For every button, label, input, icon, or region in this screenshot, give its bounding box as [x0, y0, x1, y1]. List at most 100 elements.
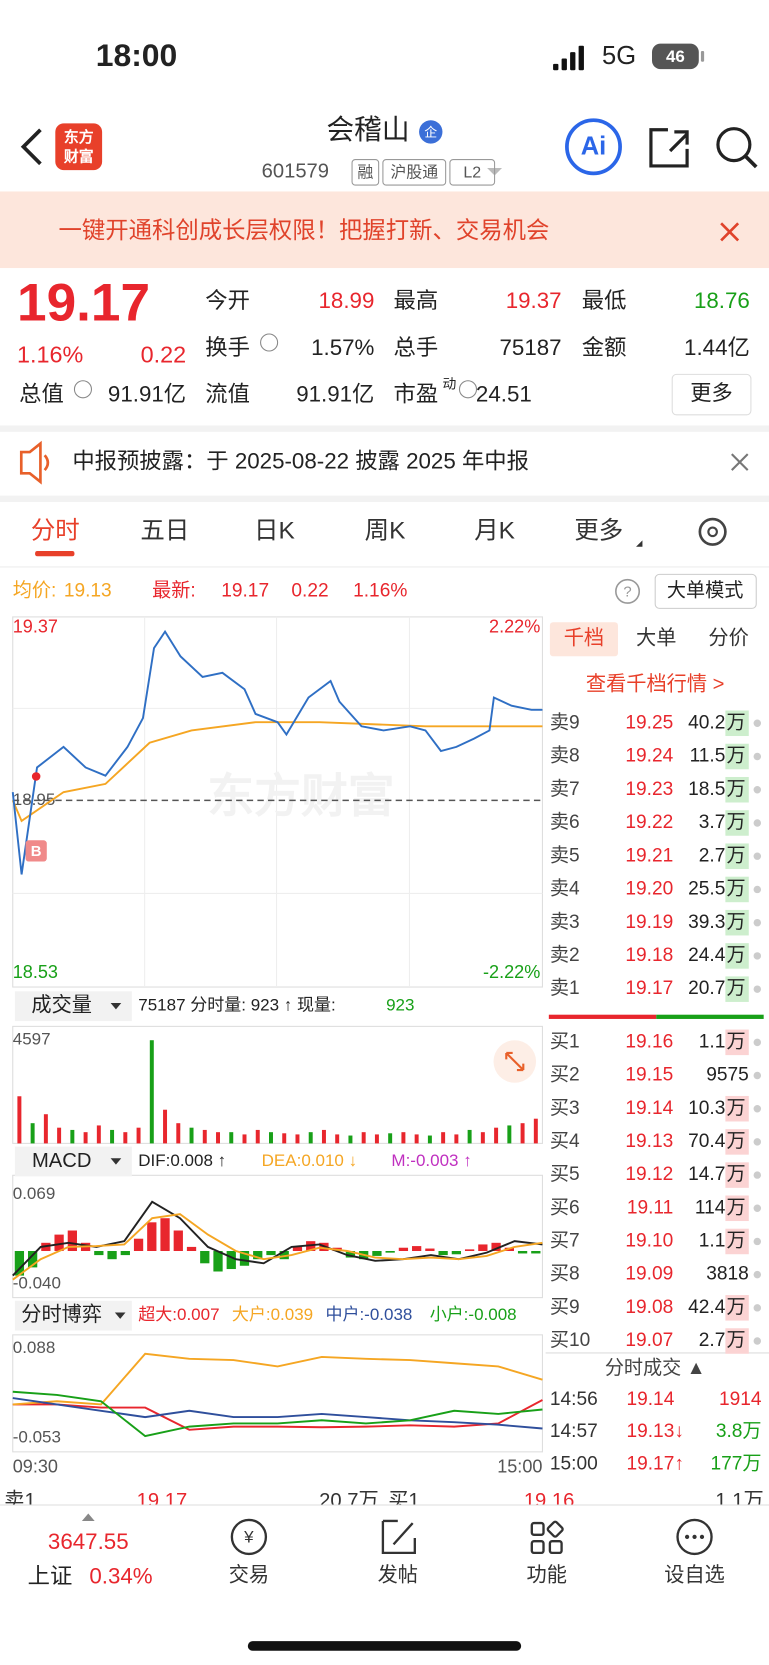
book-unit: 万 [726, 879, 745, 900]
volume-bar [110, 1129, 115, 1144]
volume-bar [295, 1134, 300, 1144]
book-price: 19.07 [625, 1330, 673, 1351]
nav-item[interactable]: 功能 [527, 1564, 567, 1587]
avg-value: 19.13 [64, 580, 112, 601]
buy-marker [25, 840, 47, 862]
volume-select[interactable] [14, 991, 132, 1022]
banner[interactable] [0, 191, 769, 269]
macd-bar [213, 1251, 223, 1272]
macd-bar [531, 1251, 541, 1254]
volume-highlight [725, 1029, 749, 1056]
book-dot [753, 918, 762, 927]
legend-entry: 小户:-0.008 [430, 1305, 517, 1324]
macd-bar [226, 1251, 236, 1270]
volume-bar [229, 1132, 234, 1144]
volume-bar [414, 1134, 419, 1144]
game-label: 分时博弈 [21, 1303, 102, 1326]
banner-close[interactable] [720, 222, 740, 242]
macd-bar [253, 1251, 263, 1260]
book-dot [753, 885, 762, 894]
book-unit: 万 [726, 845, 745, 866]
home-indicator [247, 1641, 522, 1651]
book-unit: 万 [726, 1330, 745, 1351]
tag: L2 [463, 165, 481, 182]
book-volume: 24.4 [688, 945, 726, 966]
book-label: 买6 [550, 1197, 580, 1218]
field-value: 24.51 [476, 382, 532, 407]
volume-bar [308, 1132, 313, 1144]
volume-bar [361, 1132, 366, 1144]
book-unit: 万 [726, 978, 745, 999]
notice-close[interactable] [731, 453, 749, 471]
book-price: 19.10 [625, 1231, 673, 1252]
macd-bar [412, 1246, 422, 1252]
book-volume: 1.1 [699, 1231, 726, 1252]
tag: 融 [357, 164, 373, 182]
macd-bar [385, 1251, 395, 1253]
macd-bar [345, 1251, 356, 1258]
more-text: 更多 [690, 381, 733, 405]
book-dot [753, 1171, 762, 1179]
book-label: 卖7 [550, 778, 580, 800]
ai-button[interactable] [565, 118, 622, 176]
book-price: 19.08 [625, 1297, 673, 1318]
book-volume: 10.3 [688, 1098, 725, 1119]
share-button[interactable] [649, 128, 689, 168]
book-unit: 万 [726, 1031, 745, 1052]
book-unit: 万 [726, 746, 745, 767]
volume-bar [401, 1132, 406, 1144]
volume-bar [454, 1134, 459, 1144]
trade-price: 19.17↑ [626, 1454, 683, 1475]
tab: 周K [365, 517, 406, 544]
book-price: 19.17 [625, 978, 673, 999]
field-value: 91.91亿 [108, 382, 186, 407]
book-volume: 39.3 [688, 912, 725, 933]
book-dot [753, 1038, 762, 1047]
book-price: 19.20 [625, 879, 673, 900]
back-button[interactable] [20, 128, 42, 166]
tab: 月K [474, 517, 515, 544]
y-tick-label: -0.040 [13, 1273, 61, 1292]
settings[interactable] [698, 517, 727, 546]
book-dot [753, 752, 762, 761]
select-arrow [110, 1002, 122, 1010]
book-label: 卖5 [550, 844, 580, 866]
y-tick-label: 0.088 [13, 1338, 56, 1357]
nav-item[interactable]: 交易 [229, 1564, 269, 1587]
price: 19.17 [17, 273, 150, 332]
macd-select[interactable] [14, 1146, 132, 1177]
nav-item[interactable]: 发帖 [378, 1564, 418, 1587]
volume-bar [388, 1133, 393, 1144]
index-name: 上证 [28, 1563, 73, 1588]
nav-item[interactable]: 设自选 [664, 1564, 725, 1587]
macd-bar [372, 1251, 382, 1256]
volume-bar [163, 1109, 168, 1144]
more-button[interactable] [671, 373, 752, 416]
yen-mark: ¥ [243, 1527, 254, 1546]
help-icon[interactable] [615, 578, 641, 604]
grid [12, 616, 543, 988]
mode-text: 大单模式 [667, 579, 744, 601]
book-tab: 大单 [636, 627, 676, 650]
volume-bar [83, 1132, 88, 1144]
macd-bar [54, 1234, 64, 1252]
logo-text: 东方 [64, 128, 94, 146]
game-select[interactable] [14, 1300, 132, 1331]
latest-label: 最新: [152, 579, 196, 601]
book-price: 19.16 [625, 1031, 673, 1052]
status-icons [553, 43, 705, 71]
volume-bar [202, 1129, 207, 1144]
field-label: 市盈 [394, 382, 439, 407]
volume-highlight [725, 1295, 749, 1321]
book-price: 19.09 [625, 1264, 673, 1285]
mode-button[interactable] [654, 573, 757, 609]
book-unit: 万 [726, 779, 745, 800]
macd-frame [12, 1174, 543, 1299]
trade-time: 15:00 [550, 1454, 598, 1475]
field-label: 换手 [205, 335, 250, 360]
search-button[interactable] [716, 127, 752, 163]
macd-bar [398, 1247, 409, 1252]
volume-highlight [725, 876, 749, 903]
battery: 46 [666, 47, 685, 66]
